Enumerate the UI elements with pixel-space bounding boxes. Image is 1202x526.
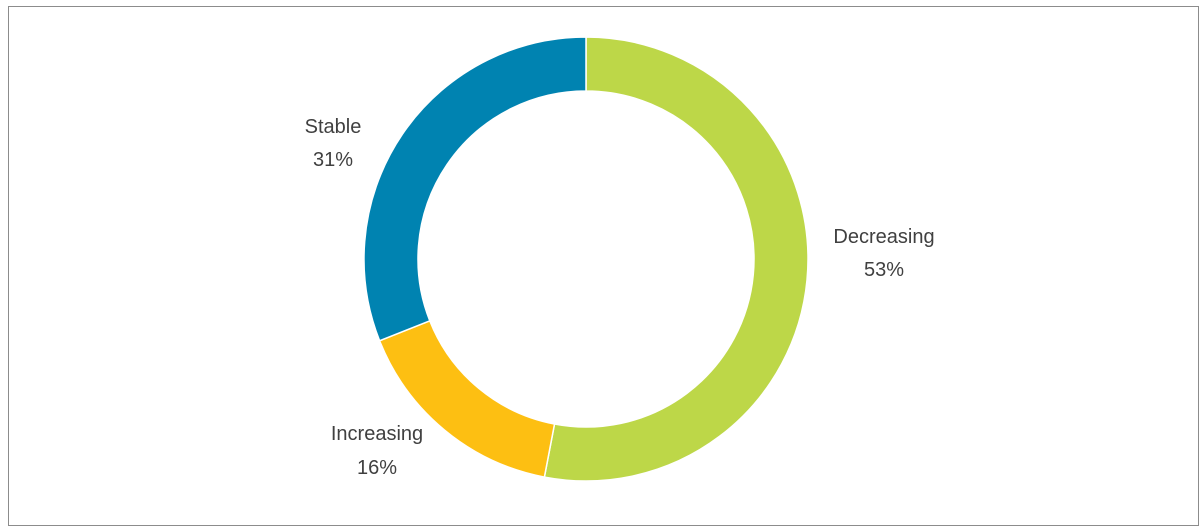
category-label-stable: Stable (305, 116, 362, 138)
label-stable: Stable 31% (305, 116, 362, 171)
slice-stable (363, 36, 587, 342)
category-label-decreasing: Decreasing (833, 226, 934, 248)
slice-increasing (378, 319, 556, 478)
slice-decreasing (543, 36, 809, 482)
category-label-increasing: Increasing (331, 423, 423, 445)
value-label-decreasing: 53% (864, 259, 904, 281)
label-decreasing: Decreasing 53% (833, 226, 934, 281)
donut-chart: Decreasing 53% Increasing 16% Stable 31% (305, 36, 935, 482)
value-label-stable: 31% (313, 149, 353, 171)
value-label-increasing: 16% (357, 457, 397, 479)
label-increasing: Increasing 16% (331, 423, 423, 479)
